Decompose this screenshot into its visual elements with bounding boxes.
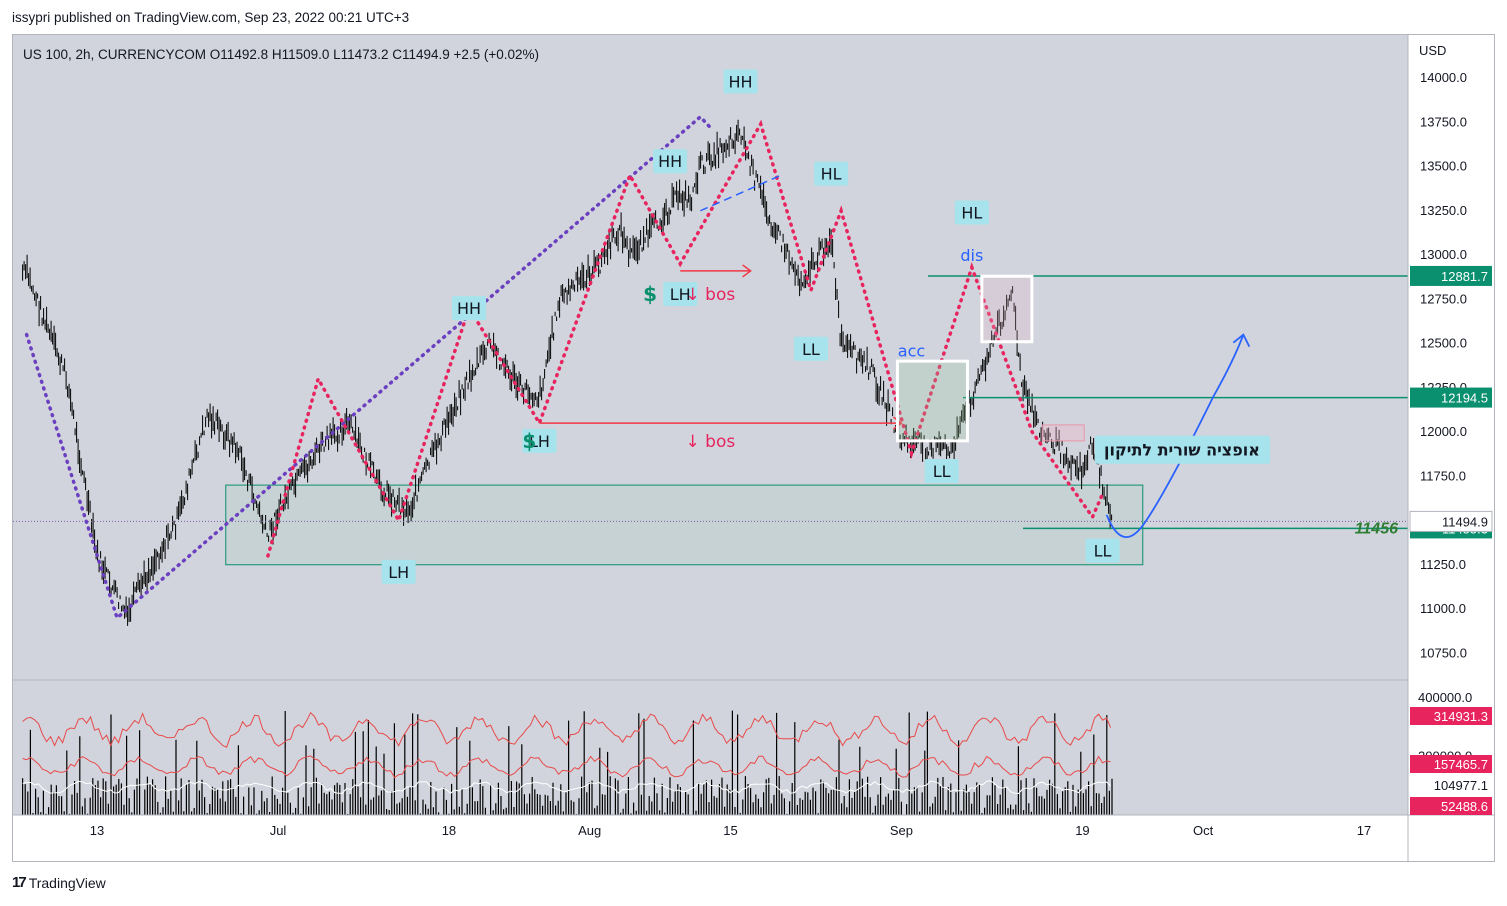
projection-arrow-head (1232, 333, 1251, 348)
structure-label-bg (1085, 538, 1120, 563)
price-tick-label: 14000.0 (1420, 70, 1467, 85)
currency-label: USD (1419, 43, 1446, 58)
time-tick-label: 17 (1357, 823, 1371, 838)
volume-tick-label: 400000.0 (1418, 690, 1472, 705)
time-tick-label: Aug (578, 823, 601, 838)
scenario-label: אופציה שורית לתיקון (1104, 441, 1260, 460)
structure-label: HH (658, 152, 682, 171)
structure-label: LH (670, 285, 691, 304)
structure-label-bg (381, 559, 416, 584)
volume-readout-bg (1410, 707, 1492, 725)
price-tick-label: 11750.0 (1420, 468, 1466, 483)
volume-readout-label: 104977.1 (1434, 778, 1488, 793)
volume-readout-label: 314931.3 (1434, 709, 1488, 724)
volume-ma-upper (22, 711, 1112, 749)
pivot-zigzag-line[interactable] (266, 119, 1105, 558)
volume-bars (22, 710, 1113, 815)
volume-readout-bg (1410, 776, 1492, 794)
tradingview-brand: TradingView (28, 874, 106, 891)
structure-label-bg (452, 296, 487, 321)
price-tick-label: 12750.0 (1420, 291, 1467, 306)
volume-readout-label: 157465.7 (1434, 757, 1488, 772)
projection-curve[interactable] (1105, 334, 1245, 538)
structure-label-bg (793, 336, 828, 361)
bos-arrow-upper-head (742, 264, 752, 278)
time-tick-label: 15 (723, 823, 737, 838)
level-price-tag (1410, 387, 1492, 408)
price-candles (22, 119, 1113, 626)
structure-label-bg (954, 200, 989, 225)
structure-label: HL (821, 165, 842, 184)
time-tick-label: 13 (90, 823, 104, 838)
distribution-label: dis (960, 246, 983, 265)
price-tick-label: 11000.0 (1420, 601, 1466, 616)
drawings-layer: 11456 (13, 114, 1408, 621)
structure-label-bg (814, 161, 849, 186)
volume-ma-middle (22, 755, 1111, 779)
price-tick-label: 13000.0 (1420, 247, 1467, 262)
volume-ma-lower (22, 780, 1111, 795)
accumulation-box[interactable] (895, 359, 969, 443)
structure-label-bg (723, 69, 758, 94)
tradingview-logo-icon: 17 (12, 874, 27, 891)
time-tick-label: Sep (890, 823, 913, 838)
time-tick-label: Jul (270, 823, 287, 838)
structure-label: LL (1094, 542, 1112, 561)
price-tick-label: 12000.0 (1420, 424, 1467, 439)
structure-label-bg (653, 149, 688, 174)
time-tick-label: 19 (1075, 823, 1089, 838)
demand-zone-box[interactable] (225, 484, 1144, 566)
tradingview-logo[interactable]: 17 TradingView (12, 874, 106, 891)
structure-label: LL (933, 462, 951, 481)
mini-zone-box (1041, 424, 1085, 442)
volume-layer (22, 710, 1113, 815)
structure-label-bg (663, 281, 698, 306)
structure-label-bg (522, 428, 557, 453)
structure-label: LH (529, 432, 550, 451)
axis-layer: 14000.0 13750.0 13500.0 13250.0 13000.0 12750… (13, 35, 1494, 861)
structure-label: HH (729, 73, 753, 92)
last-price-tag (1409, 510, 1493, 532)
chart-canvas[interactable]: 11456 HH HH HH HL HL LH LH LH LL LL LL ↓ bos ↓ bos ac… (13, 35, 1494, 861)
time-tick-label: 18 (442, 823, 456, 838)
distribution-box[interactable] (980, 274, 1034, 344)
price-tick-label: 13500.0 (1420, 159, 1467, 174)
accumulation-label: acc (898, 342, 925, 361)
scenario-label-bg (1094, 435, 1270, 464)
bos-label: ↓ bos (686, 285, 736, 305)
structure-label: HH (457, 299, 481, 318)
time-axis-bg (13, 815, 1494, 861)
demand-zone-layer (225, 484, 1144, 566)
candles-layer (22, 119, 1113, 626)
price-tick-label: 11250.0 (1420, 557, 1466, 572)
price-tick-label: 13750.0 (1420, 114, 1467, 129)
chart-pane[interactable]: 11456 HH HH HH HL HL LH LH LH LL LL LL ↓ bos ↓ bos ac… (12, 34, 1495, 862)
structure-label-bg (924, 458, 959, 483)
liquidity-dollar-label: $ (643, 282, 657, 306)
symbol-legend: US 100, 2h, CURRENCYCOM O11492.8 H11509.… (23, 47, 539, 62)
volume-readout-bg (1410, 755, 1492, 773)
annotation-layer: HH HH HH HL HL LH LH LH LL LL LL ↓ bos ↓ bos acc dis או… (381, 69, 1270, 584)
structure-label: HL (961, 204, 982, 223)
trend-channel-line[interactable] (24, 114, 713, 621)
time-tick-label: Oct (1193, 823, 1214, 838)
structure-label: LH (388, 563, 409, 582)
bos-label: ↓ bos (686, 432, 736, 452)
volume-readout-bg (1410, 797, 1492, 815)
liquidity-dollar-label: $ (522, 429, 536, 453)
volume-readout-label: 52488.6 (1441, 799, 1488, 814)
price-tick-label: 12500.0 (1420, 336, 1467, 351)
level-price-tag (1410, 265, 1492, 286)
publish-line: issypri published on TradingView.com, Se… (12, 10, 410, 25)
level-price-label: 12194.5 (1441, 391, 1488, 406)
structure-label: LL (802, 340, 820, 359)
last-price-label: 11494.9 (1442, 514, 1488, 529)
dashed-trendline[interactable] (700, 174, 782, 212)
level-price-label: 12881.7 (1441, 269, 1488, 284)
level-annotation: 11456 (1355, 520, 1398, 537)
price-tick-label: 13250.0 (1420, 203, 1467, 218)
price-tick-label: 10750.0 (1420, 645, 1467, 660)
